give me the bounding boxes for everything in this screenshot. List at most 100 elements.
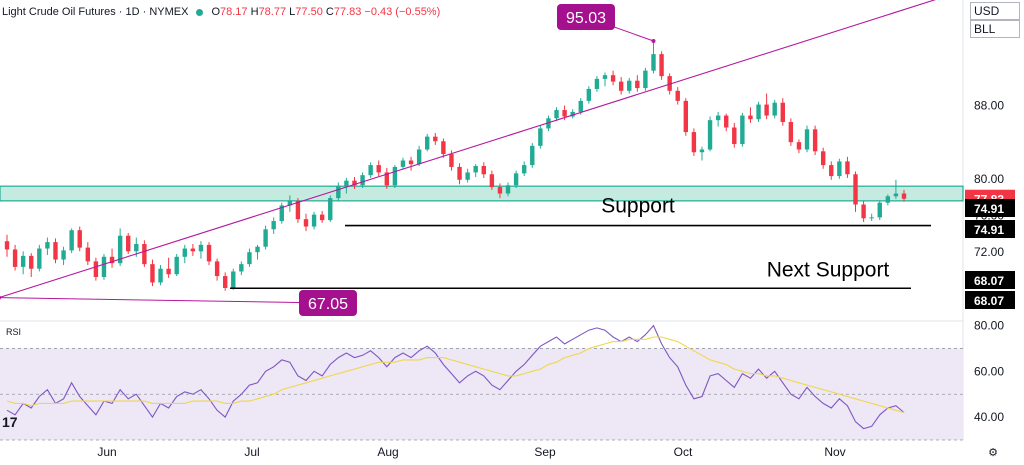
price-axis-tick: 72.00	[974, 245, 1004, 259]
candle-body	[384, 172, 390, 186]
rsi-ma-line	[6, 336, 905, 414]
candle-body	[481, 166, 486, 175]
candle-body	[699, 149, 705, 153]
candle-body	[45, 242, 50, 249]
candle-body	[796, 142, 802, 150]
candle-body	[271, 221, 276, 230]
peak-label-box	[557, 4, 615, 30]
candle-body	[408, 160, 414, 165]
support-level-badge-2: 74.91	[974, 223, 1004, 237]
low-key: L	[289, 6, 296, 18]
next-support-level-badge: 68.07	[974, 274, 1004, 288]
candle-body	[279, 205, 284, 222]
candle-body	[392, 166, 398, 186]
candle-body	[255, 246, 260, 253]
symbol-title[interactable]: Light Crude Oil Futures · 1D · NYMEX	[2, 6, 189, 18]
candle-body	[546, 118, 551, 129]
tradingview-logo[interactable]: 17	[2, 414, 18, 430]
candle-body	[845, 161, 850, 175]
candles-layer	[4, 40, 907, 291]
candle-body	[877, 202, 882, 218]
candle-body	[150, 264, 155, 283]
candle-body	[37, 248, 42, 269]
candle-body	[134, 243, 139, 252]
candle-body	[12, 249, 18, 267]
open-key: O	[211, 6, 221, 18]
candle-body	[4, 241, 10, 250]
low-value: 77.50	[295, 6, 323, 18]
candle-body	[513, 173, 519, 186]
rsi-pane-title[interactable]: RSI	[6, 327, 22, 337]
support-level-badge: 74.91	[974, 202, 1004, 216]
candle-body	[586, 88, 592, 101]
candle-body	[538, 128, 543, 146]
candle-body	[562, 110, 567, 117]
candle-body	[748, 115, 753, 120]
candle-body	[732, 127, 737, 144]
close-value: 77.83	[333, 6, 362, 18]
support-zone	[0, 185, 964, 202]
candle-body	[893, 193, 899, 197]
candle-body	[715, 115, 721, 121]
trough-label-dot	[0, 295, 1, 300]
candle-body	[198, 244, 204, 252]
time-axis-label: Jul	[244, 445, 259, 459]
candle-body	[142, 243, 147, 265]
candle-body	[635, 80, 640, 89]
candle-body	[61, 250, 66, 260]
unit-selector[interactable]: BLL	[970, 20, 1020, 38]
candle-body	[578, 100, 583, 112]
candle-body	[231, 271, 236, 288]
candle-body	[594, 78, 600, 89]
candle-body	[740, 115, 745, 144]
next-support-level-badge-bg	[965, 271, 1015, 289]
candle-body	[602, 75, 608, 79]
candle-body	[416, 149, 422, 165]
candle-body	[788, 121, 794, 143]
candle-body	[174, 256, 179, 275]
candle-body	[433, 136, 438, 142]
candle-body	[101, 256, 107, 277]
symbol-legend[interactable]: Light Crude Oil Futures · 1D · NYMEX O78…	[2, 2, 440, 22]
candle-body	[812, 129, 818, 152]
settings-gear-icon[interactable]: ⚙	[988, 447, 998, 459]
candle-body	[126, 235, 131, 252]
price-axis-tick: 88.00	[974, 98, 1004, 112]
candle-body	[222, 276, 228, 288]
peak-label: 95.03	[566, 10, 606, 27]
candle-body	[117, 235, 123, 264]
candle-body	[505, 185, 511, 194]
candle-body	[829, 165, 834, 177]
candle-body	[441, 141, 446, 155]
candle-body	[885, 196, 891, 203]
candle-body	[328, 198, 333, 221]
candle-body	[530, 145, 535, 166]
candle-body	[263, 229, 268, 247]
candle-body	[166, 268, 171, 275]
next-support-label: Next Support	[767, 258, 890, 281]
candle-body	[69, 230, 74, 251]
candle-body	[457, 166, 462, 180]
support-level-badge-bg	[965, 199, 1015, 217]
price-axis-tick: 80.00	[974, 172, 1004, 186]
candle-body	[360, 175, 365, 186]
candle-body	[473, 166, 478, 173]
candle-body	[53, 242, 58, 260]
candle-body	[651, 54, 656, 71]
peak-label-dot	[651, 38, 656, 43]
time-axis-label: Sep	[534, 445, 556, 459]
time-axis-label: Aug	[377, 445, 398, 459]
candle-body	[869, 217, 874, 219]
trough-label-box	[299, 290, 357, 316]
rsi-axis-tick: 80.00	[974, 319, 1004, 333]
candle-body	[772, 102, 777, 116]
time-axis-label: Oct	[674, 445, 693, 459]
candle-body	[344, 180, 349, 187]
candle-body	[190, 248, 196, 252]
currency-selector[interactable]: USD	[970, 2, 1020, 20]
next-support-level-badge-2: 68.07	[974, 294, 1004, 308]
rsi-axis-tick: 60.00	[974, 364, 1004, 378]
candle-body	[29, 255, 34, 269]
